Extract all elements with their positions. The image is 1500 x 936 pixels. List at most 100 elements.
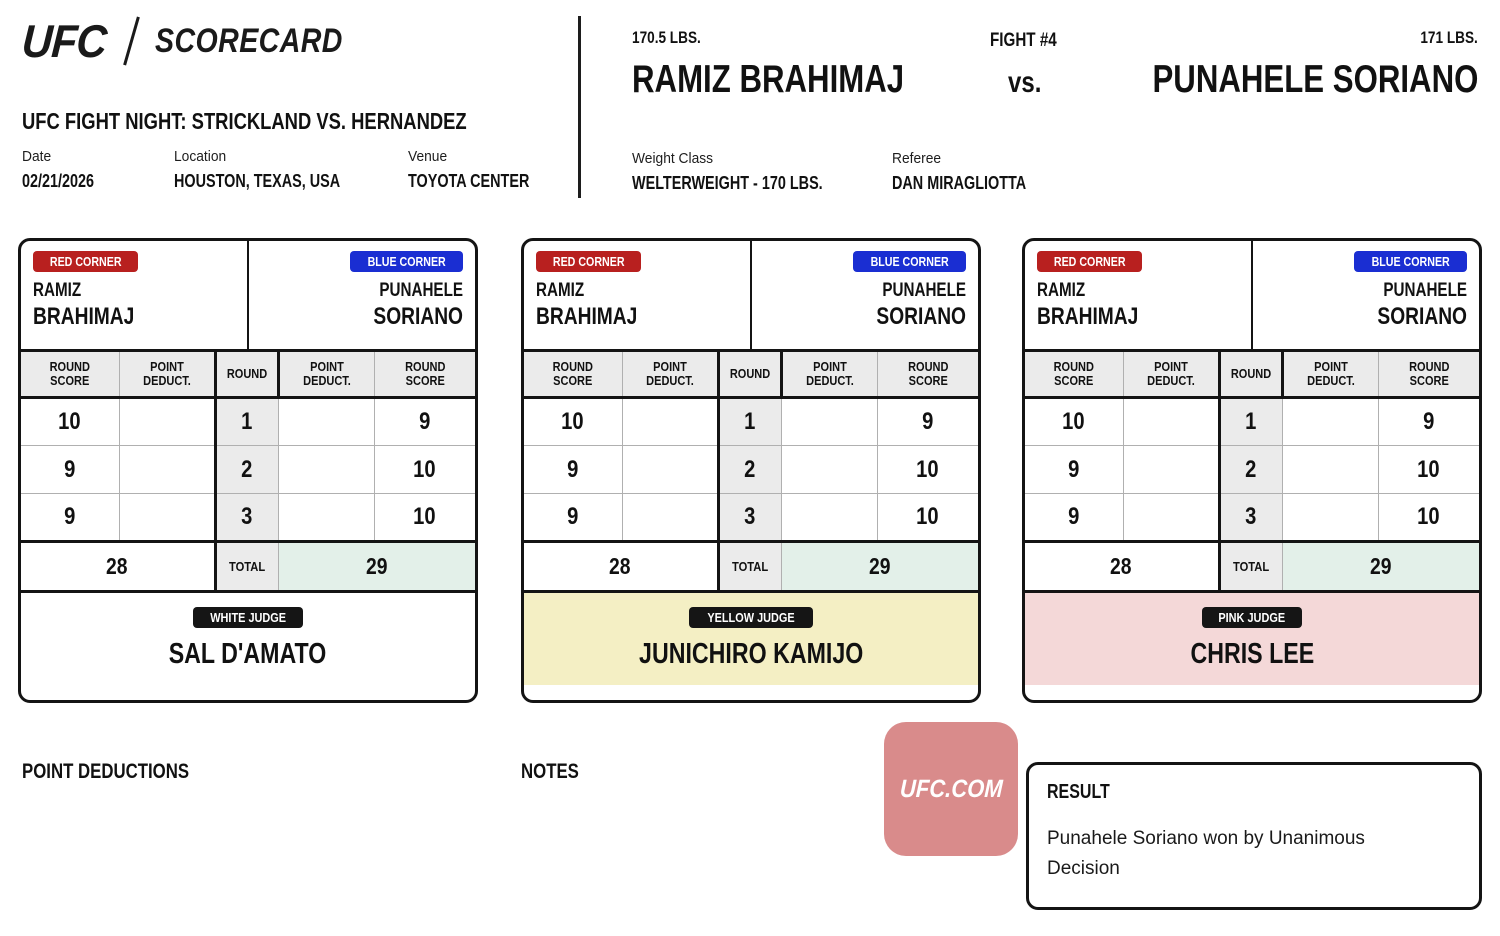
judge-color-badge: WHITE JUDGE bbox=[192, 607, 304, 628]
scorecard-1: RED CORNER RAMIZ BRAHIMAJ BLUE CORNER PUNAHE… bbox=[18, 238, 478, 703]
score-table: ROUND SCORE POINT DEDUCT. ROUND POINT DEDUCT. R… bbox=[1025, 349, 1479, 593]
ufc-dotcom-badge[interactable]: UFC.COM bbox=[884, 722, 1018, 856]
blue-point-deduction bbox=[278, 397, 375, 446]
blue-corner-badge: BLUE CORNER bbox=[349, 251, 463, 272]
table-header-row: ROUND SCORE POINT DEDUCT. ROUND POINT DEDUCT. R… bbox=[1025, 349, 1479, 399]
weight-class-block: Weight Class WELTERWEIGHT - 170 LBS. bbox=[632, 150, 870, 194]
red-total: 28 bbox=[21, 541, 216, 593]
th-round: ROUND bbox=[213, 349, 280, 399]
judge-name: SAL D'AMATO bbox=[169, 638, 327, 670]
red-fighter-first-name: RAMIZ bbox=[536, 280, 585, 301]
notes-title: NOTES bbox=[521, 760, 579, 783]
judge-footer: PINK JUDGE CHRIS LEE bbox=[1025, 593, 1479, 685]
score-table: ROUND SCORE POINT DEDUCT. ROUND POINT DEDUCT. R… bbox=[21, 349, 475, 593]
th-red-round-score: ROUND SCORE bbox=[21, 349, 120, 399]
fight-number: FIGHT #4 bbox=[990, 30, 1057, 51]
weight-class-value: WELTERWEIGHT - 170 LBS. bbox=[632, 173, 823, 193]
red-round-score: 9 bbox=[21, 445, 120, 494]
red-total: 28 bbox=[1025, 541, 1220, 593]
th-red-round-score: ROUND SCORE bbox=[524, 349, 623, 399]
blue-corner-badge: BLUE CORNER bbox=[1353, 251, 1467, 272]
score-row: 9 2 10 bbox=[524, 445, 978, 494]
result-title: RESULT bbox=[1047, 781, 1110, 803]
round-number: 3 bbox=[213, 493, 279, 543]
round-number: 2 bbox=[1217, 445, 1283, 494]
red-round-score: 9 bbox=[524, 493, 623, 543]
score-row: 10 1 9 bbox=[1025, 397, 1479, 446]
blue-corner-cell: BLUE CORNER PUNAHELE SORIANO bbox=[247, 241, 475, 349]
corner-header: RED CORNER RAMIZ BRAHIMAJ BLUE CORNER PUNAHE… bbox=[524, 241, 978, 349]
red-fighter-last-name: BRAHIMAJ bbox=[33, 303, 135, 330]
th-blue-point-deduct: POINT DEDUCT. bbox=[1282, 349, 1379, 399]
round-number: 2 bbox=[716, 445, 782, 494]
th-blue-point-deduct: POINT DEDUCT. bbox=[278, 349, 375, 399]
blue-round-score: 10 bbox=[374, 445, 475, 494]
blue-round-score: 10 bbox=[1378, 445, 1479, 494]
red-point-deduction bbox=[622, 445, 719, 494]
table-header-row: ROUND SCORE POINT DEDUCT. ROUND POINT DEDUCT. R… bbox=[21, 349, 475, 399]
referee-block: Referee DAN MIRAGLIOTTA bbox=[892, 150, 1060, 194]
th-blue-round-score: ROUND SCORE bbox=[877, 349, 978, 399]
blue-fighter-last-name: SORIANO bbox=[373, 303, 463, 330]
corner-header: RED CORNER RAMIZ BRAHIMAJ BLUE CORNER PUNAHE… bbox=[1025, 241, 1479, 349]
scorecard-3: RED CORNER RAMIZ BRAHIMAJ BLUE CORNER PUNAHE… bbox=[1022, 238, 1482, 703]
brand-slash-divider bbox=[122, 16, 140, 66]
score-row: 9 2 10 bbox=[1025, 445, 1479, 494]
round-number: 3 bbox=[716, 493, 782, 543]
th-round: ROUND bbox=[1217, 349, 1284, 399]
round-number: 1 bbox=[213, 397, 279, 446]
red-round-score: 9 bbox=[21, 493, 120, 543]
score-row: 9 3 10 bbox=[524, 493, 978, 543]
blue-fighter-first-name: PUNAHELE bbox=[882, 280, 966, 301]
meta-location: Location HOUSTON, TEXAS, USA bbox=[174, 148, 382, 192]
brand-block: UFC SCORECARD bbox=[20, 15, 378, 67]
red-total: 28 bbox=[524, 541, 719, 593]
th-red-round-score: ROUND SCORE bbox=[1025, 349, 1124, 399]
red-point-deduction bbox=[119, 397, 216, 446]
red-corner-cell: RED CORNER RAMIZ BRAHIMAJ bbox=[524, 241, 750, 349]
scorecard-2: RED CORNER RAMIZ BRAHIMAJ BLUE CORNER PUNAHE… bbox=[521, 238, 981, 703]
fighter-a-weight: 170.5 LBS. bbox=[632, 28, 701, 47]
total-label: TOTAL bbox=[716, 541, 782, 593]
blue-fighter-last-name: SORIANO bbox=[876, 303, 966, 330]
red-corner-label: RED CORNER bbox=[49, 254, 122, 269]
vs-label: vs. bbox=[1008, 66, 1042, 99]
total-row: 28 TOTAL 29 bbox=[524, 541, 978, 593]
blue-fighter-first-name: PUNAHELE bbox=[1383, 280, 1467, 301]
score-row: 9 3 10 bbox=[21, 493, 475, 543]
blue-round-score: 10 bbox=[877, 445, 978, 494]
red-corner-label: RED CORNER bbox=[1053, 254, 1126, 269]
scorecard-wordmark: SCORECARD bbox=[154, 22, 343, 60]
red-point-deduction bbox=[622, 397, 719, 446]
location-label: Location bbox=[174, 148, 227, 165]
red-round-score: 9 bbox=[1025, 493, 1124, 543]
red-corner-badge: RED CORNER bbox=[536, 251, 642, 272]
judge-color-badge: PINK JUDGE bbox=[1202, 607, 1302, 628]
red-corner-label: RED CORNER bbox=[552, 254, 625, 269]
total-row: 28 TOTAL 29 bbox=[21, 541, 475, 593]
blue-round-score: 9 bbox=[1378, 397, 1479, 446]
red-fighter-first-name: RAMIZ bbox=[1037, 280, 1086, 301]
red-fighter-first-name: RAMIZ bbox=[33, 280, 82, 301]
blue-round-score: 10 bbox=[374, 493, 475, 543]
referee-value: DAN MIRAGLIOTTA bbox=[892, 173, 1027, 193]
round-number: 3 bbox=[1217, 493, 1283, 543]
blue-fighter-first-name: PUNAHELE bbox=[379, 280, 463, 301]
date-value: 02/21/2026 bbox=[22, 171, 95, 191]
blue-total: 29 bbox=[781, 541, 978, 593]
blue-point-deduction bbox=[1282, 445, 1379, 494]
corner-header: RED CORNER RAMIZ BRAHIMAJ BLUE CORNER PUNAHE… bbox=[21, 241, 475, 349]
score-row: 9 2 10 bbox=[21, 445, 475, 494]
judge-color-label: WHITE JUDGE bbox=[210, 610, 286, 625]
meta-venue: Venue TOYOTA CENTER bbox=[408, 148, 560, 192]
venue-label: Venue bbox=[408, 148, 448, 165]
location-value: HOUSTON, TEXAS, USA bbox=[174, 171, 341, 191]
score-row: 10 1 9 bbox=[524, 397, 978, 446]
score-row: 9 3 10 bbox=[1025, 493, 1479, 543]
blue-corner-cell: BLUE CORNER PUNAHELE SORIANO bbox=[1251, 241, 1479, 349]
blue-corner-cell: BLUE CORNER PUNAHELE SORIANO bbox=[750, 241, 978, 349]
blue-corner-badge: BLUE CORNER bbox=[852, 251, 966, 272]
total-row: 28 TOTAL 29 bbox=[1025, 541, 1479, 593]
judge-footer: YELLOW JUDGE JUNICHIRO KAMIJO bbox=[524, 593, 978, 685]
